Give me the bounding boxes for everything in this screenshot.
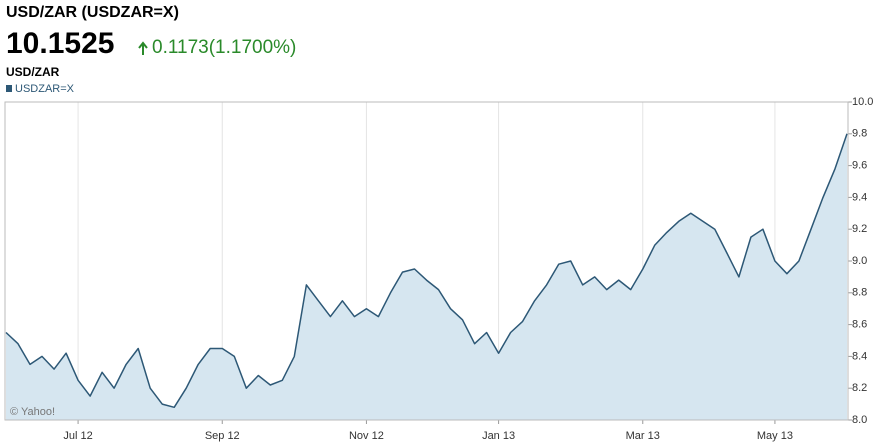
- y-tick-label: 10.0: [852, 96, 873, 108]
- y-tick-label: 8.0: [852, 414, 867, 426]
- y-tick-label: 8.2: [852, 382, 867, 394]
- y-tick-label: 9.6: [852, 160, 867, 172]
- price: 10.1525: [6, 27, 114, 60]
- x-tick-label: Sep 12: [205, 430, 240, 442]
- x-tick-label: May 13: [757, 430, 793, 442]
- x-tick-label: Mar 13: [626, 430, 660, 442]
- legend-label: USDZAR=X: [15, 83, 75, 95]
- credit: © Yahoo!: [10, 406, 55, 418]
- x-tick-label: Jan 13: [482, 430, 515, 442]
- plot-frame: [4, 101, 849, 421]
- chart-title: USD/ZAR: [6, 65, 60, 79]
- y-tick-label: 8.8: [852, 287, 867, 299]
- quote-title: USD/ZAR (USDZAR=X): [6, 4, 179, 21]
- y-tick-label: 8.6: [852, 319, 867, 331]
- y-tick-label: 9.0: [852, 255, 867, 267]
- x-tick-label: Jul 12: [63, 430, 92, 442]
- legend-swatch: [6, 85, 12, 92]
- y-tick-label: 9.4: [852, 191, 867, 203]
- up-arrow: [138, 41, 148, 55]
- change-value: 0.1173: [152, 37, 209, 58]
- y-tick-label: 9.2: [852, 223, 867, 235]
- y-tick-label: 8.4: [852, 350, 867, 362]
- area: [6, 133, 847, 421]
- line: [5, 133, 848, 409]
- change-percent: (1.1700%): [209, 37, 297, 58]
- plot: [5, 101, 852, 424]
- change: 0.1173(1.1700%): [152, 37, 296, 58]
- x-tick-label: Nov 12: [349, 430, 384, 442]
- y-tick-label: 9.8: [852, 128, 867, 140]
